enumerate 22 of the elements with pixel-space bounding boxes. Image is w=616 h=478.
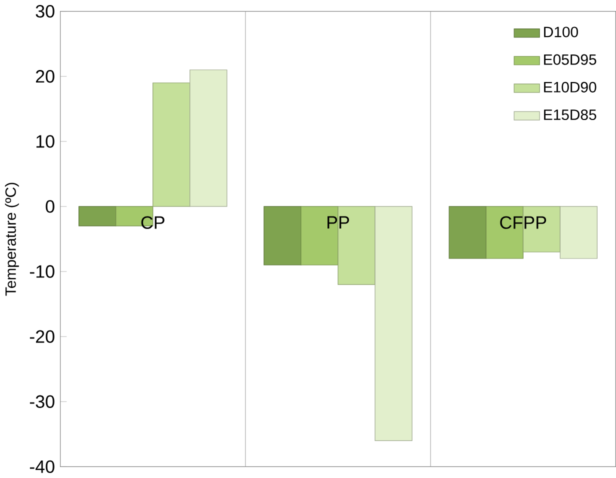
- legend-label: E15D85: [544, 109, 596, 120]
- bar: [448, 206, 486, 259]
- bar: [374, 206, 412, 441]
- legend-label: E05D95: [544, 54, 596, 65]
- y-tick-label: 20: [36, 70, 54, 83]
- y-axis-title: Temperature (ºC): [4, 182, 19, 296]
- bar: [152, 82, 190, 207]
- bar: [78, 206, 116, 226]
- y-tick-label: -40: [30, 460, 54, 473]
- legend-label: E10D90: [544, 82, 596, 92]
- bar: [190, 70, 228, 207]
- y-tick-label: 0: [46, 200, 54, 213]
- y-tick-label: 30: [36, 4, 54, 18]
- y-tick-label: -20: [30, 330, 54, 343]
- legend-label: D100: [544, 26, 578, 38]
- bar: [264, 206, 302, 266]
- x-tick-label: PP: [328, 216, 350, 229]
- y-tick-label: -10: [30, 265, 54, 278]
- x-tick-label: CFPP: [500, 216, 546, 229]
- y-tick-label: 10: [36, 135, 54, 148]
- y-tick-label: -30: [30, 395, 54, 408]
- bar: [560, 206, 598, 259]
